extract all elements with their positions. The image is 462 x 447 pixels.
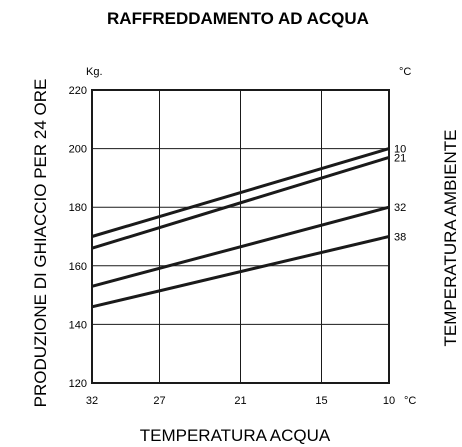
series-line bbox=[91, 205, 390, 288]
x-unit-label: °C bbox=[404, 395, 416, 407]
series-label: 32 bbox=[394, 202, 406, 214]
x-tick-label: 10 bbox=[383, 395, 395, 407]
y-tick-label: 160 bbox=[69, 261, 87, 273]
y-tick-label: 180 bbox=[69, 202, 87, 214]
y-tick-label: 120 bbox=[69, 378, 87, 390]
chart-title: RAFFREDDAMENTO AD ACQUA bbox=[107, 9, 369, 28]
y-unit-label: Kg. bbox=[86, 66, 103, 78]
x-tick-label: 21 bbox=[234, 395, 246, 407]
series-label: 38 bbox=[394, 232, 406, 244]
series-line bbox=[91, 155, 390, 250]
y-tick-label: 220 bbox=[69, 85, 87, 97]
y2-unit-label: °C bbox=[399, 66, 411, 78]
x-tick-label: 27 bbox=[153, 395, 165, 407]
x-tick-label: 15 bbox=[315, 395, 327, 407]
y-axis-label: PRODUZIONE DI GHIACCIO PER 24 ORE bbox=[31, 79, 50, 408]
x-axis-label: TEMPERATURA ACQUA bbox=[140, 426, 331, 445]
series-line bbox=[91, 147, 390, 238]
y-tick-label: 200 bbox=[69, 144, 87, 156]
y-tick-label: 140 bbox=[69, 319, 87, 331]
y2-axis-label: TEMPERATURA AMBIENTE bbox=[441, 130, 460, 347]
series-label: 10 bbox=[394, 144, 406, 156]
series-label: 21 bbox=[394, 152, 406, 164]
series-line bbox=[91, 235, 390, 309]
x-tick-label: 32 bbox=[86, 395, 98, 407]
